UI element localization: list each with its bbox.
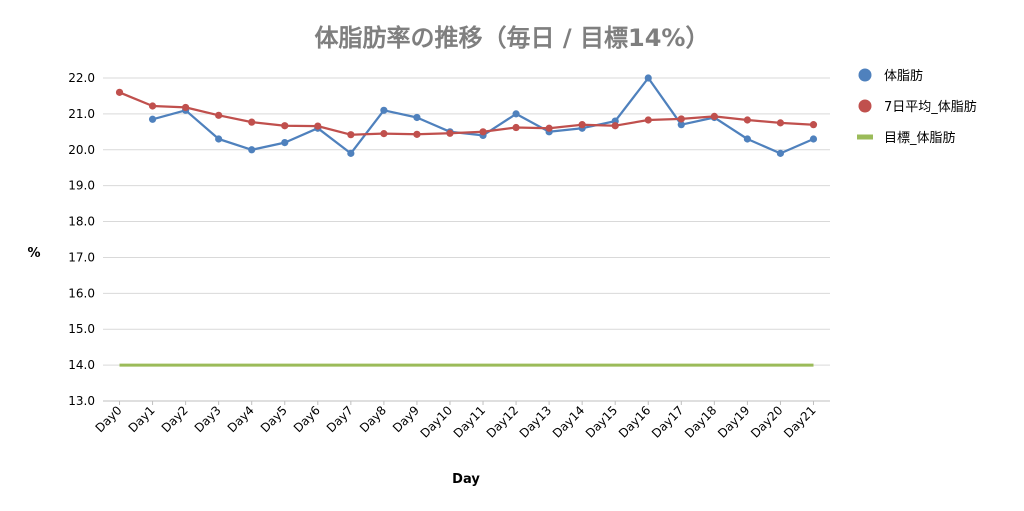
y-tick-label: 20.0	[68, 143, 95, 157]
data-point	[148, 115, 157, 123]
data-point	[182, 103, 190, 112]
y-tick-label: 15.0	[68, 322, 95, 336]
y-axis: 13.0 14.0 15.0 16.0 17.0 18.0 19.0 20.0 21.0 22.0	[68, 71, 95, 408]
data-point	[380, 106, 388, 114]
x-tick-label: Day10	[418, 403, 455, 440]
x-tick-label: Day7	[324, 403, 356, 435]
x-tick-label: Day6	[291, 403, 323, 435]
data-point	[413, 130, 421, 138]
data-point	[446, 129, 454, 137]
y-tick-label: 19.0	[68, 179, 95, 193]
x-tick-label: Day18	[682, 403, 719, 440]
x-tick-label: Day8	[357, 403, 389, 435]
x-tick-label: Day13	[517, 403, 554, 440]
data-point	[413, 113, 421, 122]
x-tick-label: Day16	[616, 403, 653, 440]
data-point	[644, 116, 652, 124]
x-tick-label: Day20	[748, 403, 785, 440]
data-point	[545, 124, 553, 132]
series-group	[115, 74, 818, 367]
data-point	[512, 110, 520, 118]
series-1	[115, 88, 818, 139]
data-point	[215, 111, 223, 119]
x-tick-label: Day5	[258, 403, 290, 435]
x-tick-label: Day3	[192, 403, 224, 435]
data-point	[479, 128, 487, 136]
x-tick-label: Day4	[225, 403, 257, 435]
data-point	[743, 116, 751, 124]
x-tick-label: Day1	[126, 403, 158, 435]
data-point	[281, 122, 289, 130]
legend-item: 7日平均_体脂肪	[858, 99, 977, 115]
data-point	[281, 139, 289, 147]
data-point	[578, 121, 586, 129]
legend-item: 体脂肪	[858, 68, 923, 84]
y-tick-label: 18.0	[68, 215, 95, 229]
x-tick-label: Day15	[583, 403, 620, 440]
data-point	[743, 135, 751, 143]
data-point	[776, 119, 785, 127]
legend-label: 体脂肪	[884, 68, 923, 84]
y-axis-label: %	[27, 246, 40, 261]
y-tick-label: 16.0	[68, 286, 95, 300]
x-tick-label: Day14	[550, 403, 587, 440]
data-point	[115, 88, 124, 96]
chart-title: 体脂肪率の推移（毎日 / 目標14%）	[315, 24, 710, 52]
data-point	[809, 135, 818, 143]
x-tick-label: Day21	[781, 403, 818, 440]
data-point	[380, 130, 388, 138]
x-tick-label: Day12	[484, 403, 521, 440]
y-tick-label: 13.0	[68, 394, 95, 408]
data-point	[512, 123, 520, 132]
y-tick-label: 17.0	[68, 250, 95, 264]
legend-marker	[858, 99, 872, 113]
legend-marker	[858, 68, 872, 82]
legend-label: 7日平均_体脂肪	[884, 99, 977, 115]
data-point	[677, 115, 685, 123]
x-tick-label: Day11	[451, 403, 488, 440]
y-tick-label: 22.0	[68, 71, 95, 85]
x-tick-label: Day19	[715, 403, 752, 440]
data-point	[611, 122, 619, 130]
data-point	[215, 135, 223, 143]
x-tick-label: Day17	[649, 403, 686, 440]
y-tick-label: 21.0	[68, 107, 95, 121]
y-tick-label: 14.0	[68, 358, 95, 372]
grid-lines	[103, 77, 830, 402]
legend-item: 目標_体脂肪	[857, 130, 956, 146]
data-point	[148, 102, 157, 110]
data-point	[809, 121, 818, 129]
data-point	[677, 121, 685, 129]
series-line	[119, 91, 814, 136]
data-point	[248, 118, 256, 126]
data-point	[248, 146, 256, 154]
x-tick-label: Day0	[93, 403, 125, 435]
data-point	[347, 149, 355, 157]
x-tick-label: Day2	[159, 403, 191, 435]
x-axis-label: Day	[452, 472, 480, 487]
data-point	[314, 122, 322, 130]
legend-label: 目標_体脂肪	[884, 130, 956, 146]
data-point	[347, 131, 355, 139]
legend-marker	[857, 134, 873, 140]
x-axis: Day0 Day1 Day2 Day3 Day4 Day5 Day6 Day7 Day8 Day9…	[93, 400, 830, 441]
data-point	[710, 112, 718, 121]
data-point	[644, 74, 652, 82]
data-point	[776, 149, 785, 157]
